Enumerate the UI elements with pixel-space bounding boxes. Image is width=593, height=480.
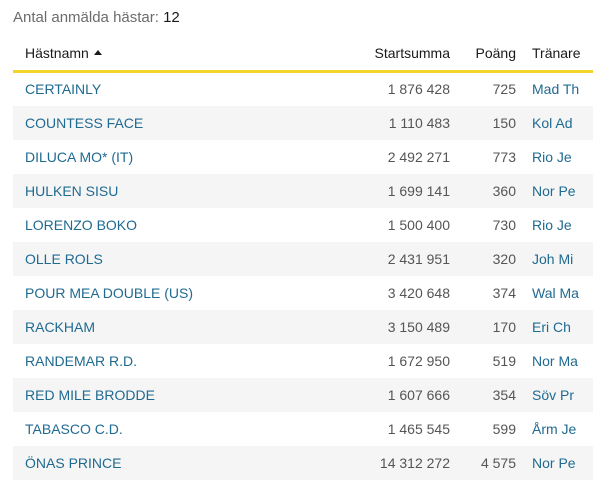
poang-cell: 374 (492, 284, 516, 301)
poang-cell: 320 (492, 250, 516, 267)
trainer-link[interactable]: Rio Je (532, 216, 572, 233)
startsumma-cell: 1 876 428 (387, 81, 450, 98)
startsumma-cell: 1 699 141 (387, 182, 450, 199)
trainer-link[interactable]: Nor Pe (532, 182, 576, 199)
poang-cell: 773 (492, 148, 516, 165)
horse-name-link[interactable]: OLLE ROLS (25, 250, 103, 267)
table-row: COUNTESS FACE 1 110 483 150 Kol Ad (13, 105, 593, 140)
table-row: CERTAINLY 1 876 428 725 Mad Th (13, 72, 593, 106)
poang-cell: 170 (492, 318, 516, 335)
trainer-link[interactable]: Rio Je (532, 148, 572, 165)
trainer-link[interactable]: Söv Pr (532, 386, 575, 403)
column-header-startsumma[interactable]: Startsumma (325, 36, 454, 73)
table-row: OLLE ROLS 2 431 951 320 Joh Mi (13, 241, 593, 276)
horse-name-link[interactable]: DILUCA MO* (IT) (25, 148, 134, 165)
sort-ascending-icon (93, 50, 102, 55)
horse-name-link[interactable]: ÖNAS PRINCE (25, 454, 122, 471)
table-header-row: Hästnamn Startsumma Poäng Tränare (13, 36, 593, 73)
horse-table-container: Hästnamn Startsumma Poäng Tränare CERTAI… (13, 36, 593, 480)
startsumma-cell: 2 431 951 (387, 250, 450, 267)
table-row: RED MILE BRODDE 1 607 666 354 Söv Pr (13, 377, 593, 412)
trainer-link[interactable]: Joh Mi (532, 250, 574, 267)
horse-name-link[interactable]: LORENZO BOKO (25, 216, 138, 233)
startsumma-cell: 1 465 545 (387, 420, 450, 437)
horse-name-link[interactable]: RED MILE BRODDE (25, 386, 155, 403)
table-row: RACKHAM 3 150 489 170 Eri Ch (13, 309, 593, 344)
startsumma-cell: 1 500 400 (387, 216, 450, 233)
table-row: DILUCA MO* (IT) 2 492 271 773 Rio Je (13, 140, 593, 174)
table-row: RANDEMAR R.D. 1 672 950 519 Nor Ma (13, 344, 593, 378)
column-header-hastnamn[interactable]: Hästnamn (13, 36, 325, 73)
trainer-link[interactable]: Nor Pe (532, 454, 576, 471)
poang-cell: 599 (492, 420, 516, 437)
column-header-tranare[interactable]: Tränare (520, 36, 593, 73)
table-body: CERTAINLY 1 876 428 725 Mad Th COUNTESS FACE… (13, 72, 593, 480)
startsumma-cell: 14 312 272 (379, 454, 450, 471)
column-header-poang[interactable]: Poäng (454, 36, 520, 73)
trainer-link[interactable]: Mad Th (532, 81, 580, 98)
trainer-link[interactable]: Kol Ad (532, 114, 573, 131)
startsumma-cell: 2 492 271 (387, 148, 450, 165)
startsumma-cell: 3 420 648 (387, 284, 450, 301)
table-row: ÖNAS PRINCE 14 312 272 4 575 Nor Pe (13, 445, 593, 480)
horse-name-link[interactable]: RACKHAM (25, 318, 96, 335)
trainer-link[interactable]: Eri Ch (532, 318, 571, 335)
column-header-hastnamn-label: Hästnamn (25, 45, 89, 61)
startsumma-cell: 1 607 666 (387, 386, 450, 403)
table-row: POUR MEA DOUBLE (US) 3 420 648 374 Wal Ma (13, 276, 593, 310)
horse-name-link[interactable]: RANDEMAR R.D. (25, 352, 138, 369)
horse-name-link[interactable]: CERTAINLY (25, 81, 102, 98)
poang-cell: 519 (492, 352, 516, 369)
horse-name-link[interactable]: POUR MEA DOUBLE (US) (25, 284, 194, 301)
trainer-link[interactable]: Wal Ma (532, 284, 579, 301)
table-row: HULKEN SISU 1 699 141 360 Nor Pe (13, 173, 593, 208)
poang-cell: 360 (492, 182, 516, 199)
poang-cell: 354 (492, 386, 516, 403)
horse-count-label: Antal anmälda hästar: (13, 9, 159, 26)
poang-cell: 4 575 (480, 454, 516, 471)
poang-cell: 725 (492, 81, 516, 98)
poang-cell: 730 (492, 216, 516, 233)
horse-count-summary: Antal anmälda hästar: 12 (13, 9, 180, 26)
startsumma-cell: 1 110 483 (388, 114, 450, 131)
trainer-link[interactable]: Årm Je (532, 420, 577, 437)
table-header: Hästnamn Startsumma Poäng Tränare (13, 36, 593, 73)
poang-cell: 150 (492, 114, 516, 131)
horse-count-value: 12 (163, 9, 180, 26)
horse-name-link[interactable]: HULKEN SISU (25, 182, 119, 199)
horse-name-link[interactable]: COUNTESS FACE (25, 114, 144, 131)
horse-table: Hästnamn Startsumma Poäng Tränare CERTAI… (13, 36, 593, 480)
trainer-link[interactable]: Nor Ma (532, 352, 578, 369)
table-row: TABASCO C.D. 1 465 545 599 Årm Je (13, 412, 593, 446)
startsumma-cell: 1 672 950 (387, 352, 450, 369)
table-row: LORENZO BOKO 1 500 400 730 Rio Je (13, 208, 593, 242)
startsumma-cell: 3 150 489 (387, 318, 450, 335)
horse-name-link[interactable]: TABASCO C.D. (25, 420, 123, 437)
